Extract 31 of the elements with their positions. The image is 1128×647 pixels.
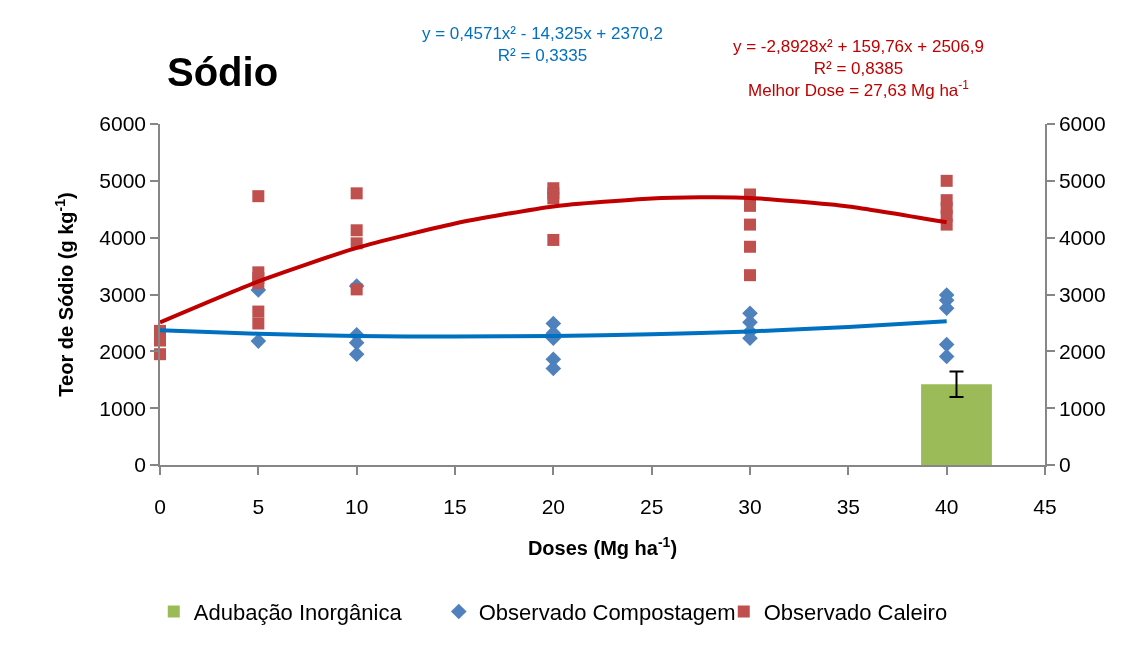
legend-label: Observado Caleiro [763,600,948,626]
x-tick-label: 20 [541,494,566,518]
text: y = -2,8928x² + 159,76x + 2506,9 R² = 0,8385 Melhor Dose = 27,63 Mg ha$^{-1}$ [733,37,984,101]
y2-tick-label: 0 [1058,453,1071,477]
y2-tick-label: 5000 [1058,169,1106,193]
y-tick-label: 6000 [99,112,147,136]
y-tick-label: 2000 [99,339,147,363]
x-tick-label: 15 [443,494,467,518]
y2-tick-label: 6000 [1058,112,1106,136]
y2-tick-label: 3000 [1058,282,1106,306]
x-axis-title: Doses (Mg ha$^{-1}$) [527,533,678,559]
x-tick-label: 5 [252,494,265,518]
x-tick-label: 45 [1033,494,1057,518]
y-tick-label: 4000 [99,226,147,250]
y2-tick-label: 4000 [1058,226,1106,250]
text: y = 0,4571x² - 14,325x + 2370,2 R² = 0,3335 [422,24,664,66]
x-tick-label: 35 [836,494,861,518]
x-tick-label: 30 [738,494,762,518]
x-tick-label: 10 [344,494,369,518]
y2-tick-label: 1000 [1058,396,1106,420]
x-tick-label: 40 [934,494,959,518]
y-tick-label: 1000 [99,396,147,420]
x-tick-label: 25 [639,494,664,518]
legend-label: Adubação Inorgânica [193,600,403,626]
x-tick-label: 0 [154,494,166,518]
y2-tick-label: 2000 [1058,339,1106,363]
y-tick-label: 3000 [99,282,147,306]
y-tick-label: 5000 [99,169,147,193]
chart-title: Sódio [167,50,279,94]
y-tick-label: 0 [134,453,147,477]
legend-label: Observado Compostagem [478,600,736,626]
